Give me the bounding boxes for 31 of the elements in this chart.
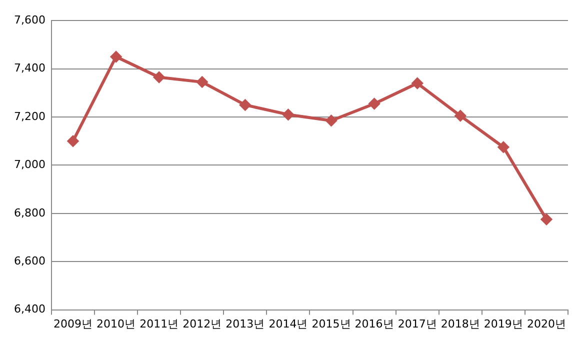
point bbox=[540, 214, 552, 225]
point bbox=[68, 136, 79, 147]
x-tick-label: 2019년 bbox=[484, 317, 523, 330]
point bbox=[196, 76, 208, 88]
x-tick-label: 2009년 bbox=[54, 317, 93, 330]
point bbox=[282, 109, 294, 120]
y-tick-label: 6,800 bbox=[14, 206, 46, 220]
y-tick-label: 7,200 bbox=[14, 110, 46, 123]
y-tick-label: 7,400 bbox=[14, 62, 46, 75]
x-tick-label: 2018년 bbox=[440, 317, 480, 330]
point bbox=[326, 115, 337, 126]
point bbox=[454, 110, 466, 122]
point bbox=[368, 98, 380, 110]
y-tick-label: 6,600 bbox=[14, 254, 46, 268]
x-tick-label: 2015년 bbox=[312, 317, 351, 330]
y-tick-label: 7,000 bbox=[14, 158, 46, 172]
y-tick-label: 6,400 bbox=[14, 302, 46, 316]
x-tick-label: 2016년 bbox=[354, 317, 394, 330]
y-tick-label: 7,600 bbox=[14, 13, 46, 26]
point bbox=[412, 78, 423, 89]
point bbox=[110, 51, 122, 62]
x-tick-label: 2012년 bbox=[182, 317, 222, 330]
point bbox=[240, 99, 251, 110]
point bbox=[498, 142, 509, 153]
x-tick-label: 2017년 bbox=[398, 317, 437, 330]
x-tick-label: 2013년 bbox=[226, 317, 265, 330]
x-tick-label: 2014년 bbox=[268, 317, 308, 330]
point bbox=[154, 72, 165, 83]
x-tick-label: 2020년 bbox=[526, 317, 566, 330]
x-tick-label: 2011년 bbox=[140, 317, 179, 330]
x-tick-label: 2010년 bbox=[96, 317, 136, 330]
